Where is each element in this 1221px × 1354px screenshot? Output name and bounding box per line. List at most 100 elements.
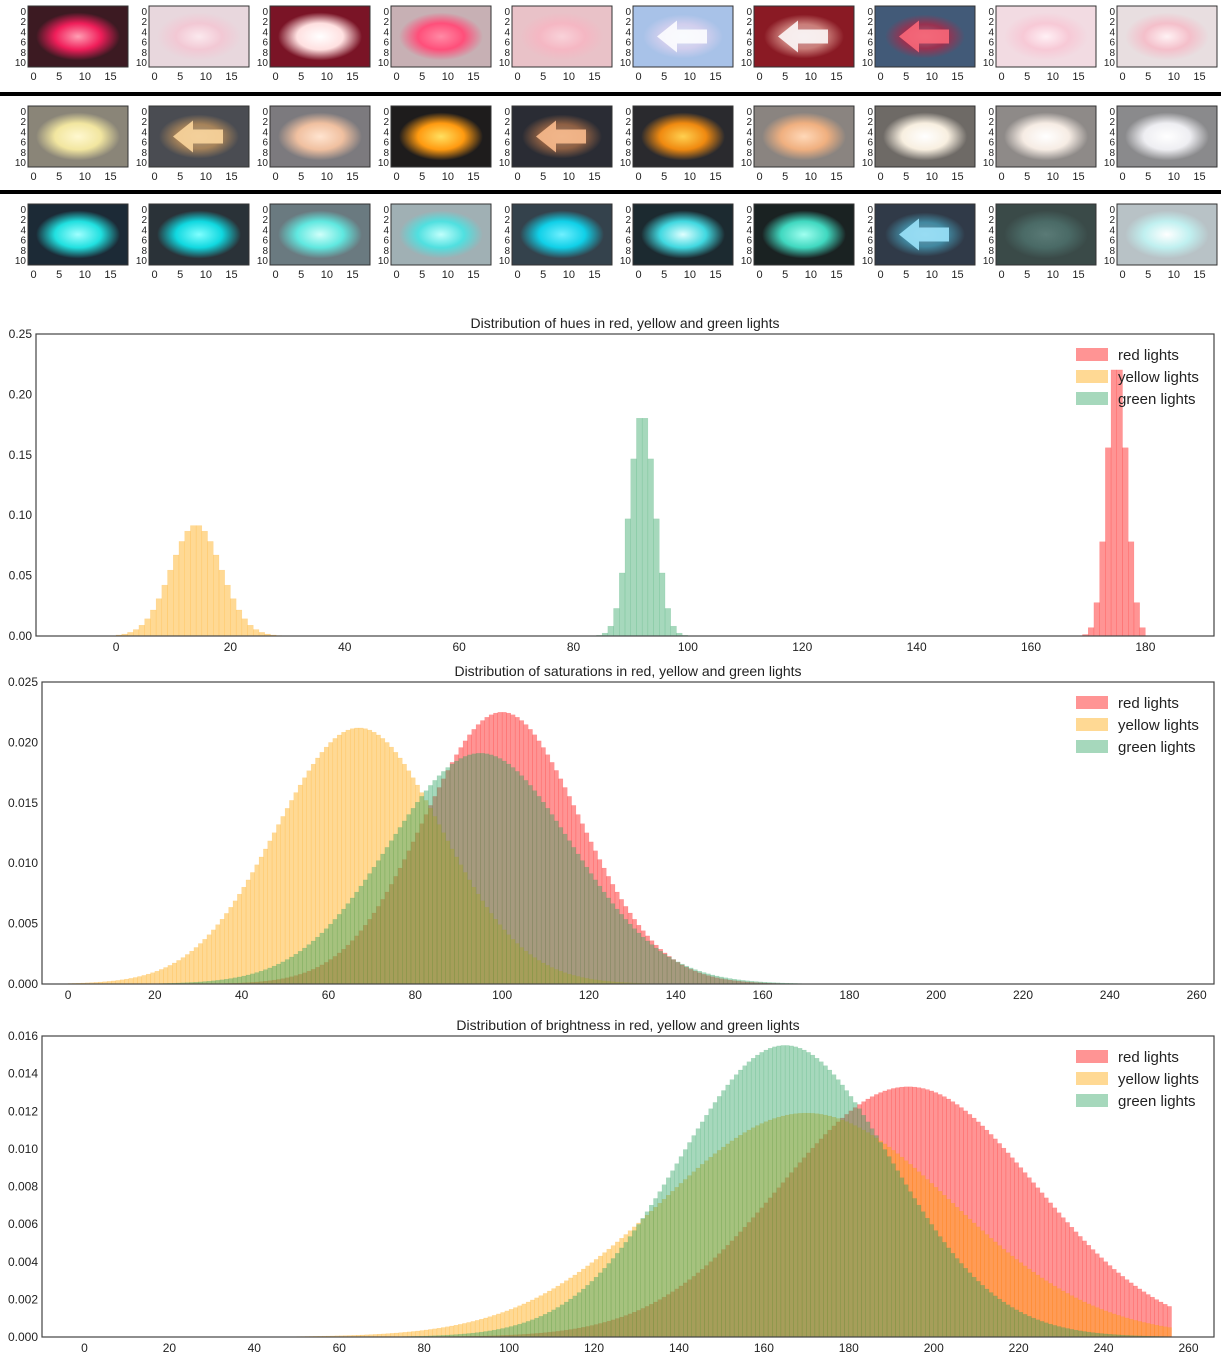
histogram-bar: [1090, 1305, 1096, 1338]
histogram-bar: [1069, 1329, 1075, 1338]
thumbnail-x-tick-label: 5: [903, 171, 909, 183]
histogram-bar: [155, 598, 163, 637]
histogram-bar: [1065, 1328, 1070, 1338]
thumbnail-light: [1125, 12, 1209, 61]
thumbnail-y-tick-label: 4: [383, 127, 389, 138]
thumbnail-x-tick-label: 5: [1145, 71, 1151, 83]
thumbnail-light: [520, 210, 604, 259]
thumbnail-y-tick-label: 8: [504, 48, 510, 59]
x-tick-label: 240: [1094, 1341, 1114, 1354]
histogram-bar: [297, 951, 303, 985]
thumbnail-x-tick-label: 0: [394, 71, 400, 83]
histogram-bar: [929, 1224, 934, 1338]
thumbnail-light: [399, 112, 483, 161]
thumbnail-x-tick-label: 15: [225, 269, 237, 281]
thumbnail-y-tick-label: 0: [383, 7, 389, 18]
thumbnail-y-tick-label: 10: [741, 158, 753, 169]
histogram-bar: [606, 897, 611, 985]
chart-title: Distribution of saturations in red, yell…: [454, 663, 801, 679]
histogram-bar: [310, 940, 316, 985]
histogram-bar: [523, 780, 529, 985]
histogram-bar: [661, 1184, 667, 1338]
histogram-bar: [632, 1230, 637, 1338]
thumbnail-x-tick-label: 5: [661, 71, 667, 83]
histogram-bar: [624, 518, 631, 637]
thumbnail-x-tick-label: 5: [782, 71, 788, 83]
thumbnail-x-tick-label: 10: [563, 71, 575, 83]
histogram-bar: [207, 541, 214, 637]
histogram-bar: [647, 458, 654, 637]
histogram-bar: [1035, 1319, 1041, 1338]
histogram-bar: [241, 975, 247, 985]
histogram-bar: [688, 967, 694, 985]
thumbnail-y-tick-label: 8: [141, 48, 147, 59]
thumbnail-x-tick-label: 5: [540, 269, 546, 281]
x-tick-label: 260: [1179, 1341, 1199, 1354]
histogram-bar: [1107, 1312, 1113, 1338]
histogram-bar: [449, 763, 455, 985]
thumbnail-y-tick-label: 10: [378, 58, 390, 69]
thumbnail-y-tick-label: 6: [383, 138, 389, 149]
thumbnail-x-tick-label: 0: [757, 269, 763, 281]
histogram-bar: [167, 965, 173, 985]
histogram-bar: [345, 903, 351, 985]
histogram-bar: [738, 1069, 743, 1338]
histogram-bar: [328, 923, 334, 985]
thumbnail-y-tick-label: 2: [867, 215, 873, 226]
histogram-bar: [558, 827, 564, 985]
y-tick-label: 0.008: [8, 1180, 38, 1194]
thumbnail-x-tick-label: 0: [273, 171, 279, 183]
histogram-bar: [644, 1211, 650, 1338]
histogram-bar: [267, 967, 273, 985]
x-tick-label: 140: [907, 640, 927, 654]
thumbnail-x-tick-label: 5: [661, 269, 667, 281]
legend-label: yellow lights: [1118, 1071, 1199, 1088]
thumbnail-y-tick-label: 8: [262, 48, 268, 59]
thumbnail-y-tick-label: 2: [625, 215, 631, 226]
histogram-bar: [729, 1079, 735, 1338]
y-tick-label: 0.025: [8, 675, 38, 689]
thumbnail-y-tick-label: 8: [867, 48, 873, 59]
histogram-bar: [645, 940, 650, 985]
histogram-bar: [230, 598, 237, 637]
histogram-bar: [397, 827, 403, 985]
y-tick-label: 0.016: [8, 1029, 38, 1043]
histogram-bar: [161, 584, 168, 637]
thumbnail-y-tick-label: 4: [1109, 127, 1115, 138]
thumbnail-y-tick-label: 8: [867, 246, 873, 257]
x-tick-label: 80: [417, 1341, 431, 1354]
thumbnail-frame: [511, 105, 613, 168]
histogram-bar: [674, 1163, 680, 1338]
histogram-bar: [253, 629, 260, 637]
thumbnail-x-tick-label: 15: [225, 171, 237, 183]
histogram-bar: [497, 758, 503, 985]
thumbnail-y-tick-label: 6: [504, 138, 510, 149]
histogram-bar: [710, 974, 716, 985]
thumbnail-x-tick-label: 10: [200, 269, 212, 281]
histogram-bar: [504, 1327, 510, 1338]
histogram-bar: [1158, 1325, 1164, 1338]
legend-label: green lights: [1118, 391, 1196, 408]
thumbnail-x-tick-label: 0: [152, 71, 158, 83]
histogram-bar: [306, 944, 312, 985]
histogram-bar: [691, 1135, 697, 1338]
histogram-bar: [623, 1242, 629, 1338]
histogram-bar: [597, 885, 603, 985]
thumbnail-frame: [753, 5, 855, 68]
y-tick-label: 0.020: [8, 735, 38, 749]
histogram-bar: [662, 954, 668, 985]
thumbnail-light: [1004, 210, 1088, 259]
histogram-bar: [649, 1204, 654, 1338]
thumbnail-y-tick-label: 10: [499, 256, 511, 267]
thumbnail-light: [641, 112, 725, 161]
thumbnail-x-tick-label: 0: [152, 171, 158, 183]
thumbnail-x-tick-label: 15: [467, 269, 479, 281]
thumbnail-y-tick-label: 6: [746, 38, 752, 49]
thumbnail-y-tick-label: 10: [741, 58, 753, 69]
thumbnail-y-tick-label: 10: [620, 256, 632, 267]
thumbnail-x-tick-label: 0: [515, 71, 521, 83]
histogram-bar: [793, 1046, 799, 1338]
histogram-bar: [844, 1090, 850, 1338]
